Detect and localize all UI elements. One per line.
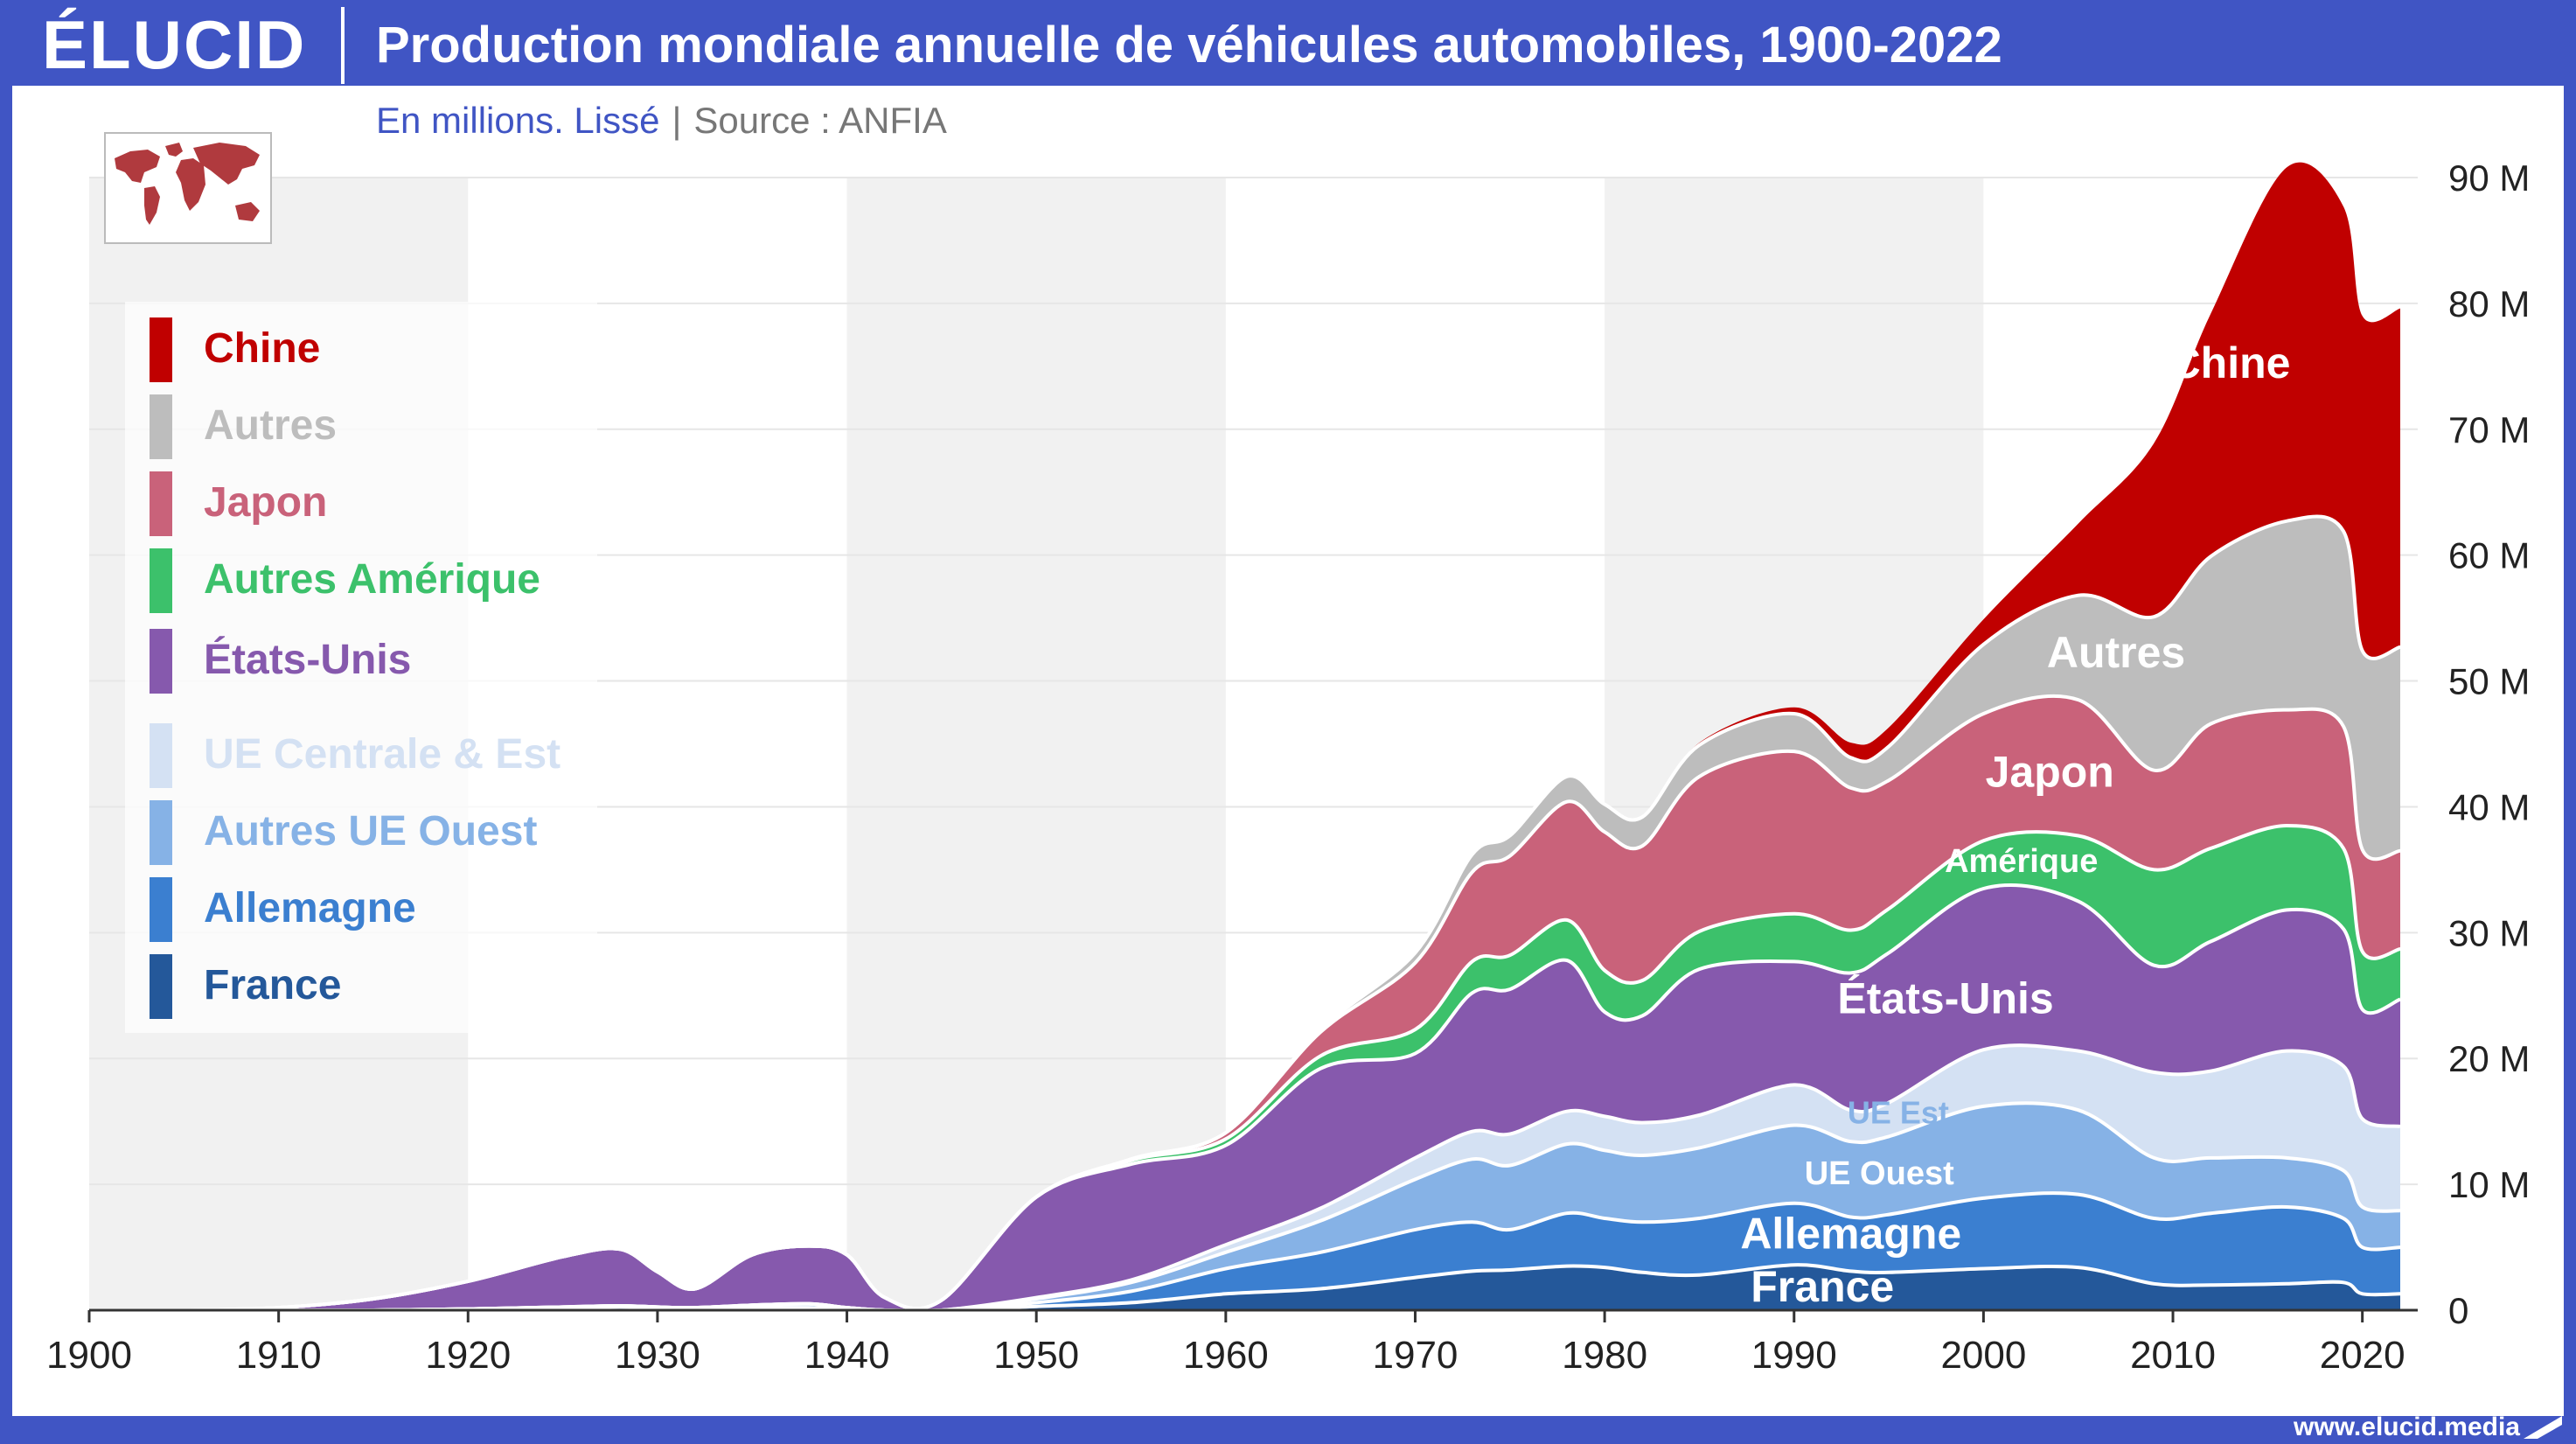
source-text: Source : ANFIA <box>693 100 947 141</box>
y-tick-label: 10 M <box>2448 1164 2530 1205</box>
x-tick-label: 2010 <box>2130 1334 2216 1377</box>
chart-title: Production mondiale annuelle de véhicule… <box>376 17 2002 73</box>
legend-label: Japon <box>204 479 328 526</box>
y-tick-label: 50 M <box>2448 661 2530 702</box>
legend-label: UE Centrale & Est <box>204 731 561 778</box>
x-tick-label: 1970 <box>1373 1334 1459 1377</box>
legend-label: Allemagne <box>204 885 416 931</box>
x-tick-label: 1930 <box>615 1334 700 1377</box>
x-tick-label: 1910 <box>236 1334 322 1377</box>
legend-label: France <box>204 962 342 1008</box>
y-tick-label: 60 M <box>2448 535 2530 576</box>
legend-swatch <box>150 877 172 942</box>
y-axis: 0 10 M 20 M 30 M 40 M 50 M 60 M 70 M 80 M 90 M <box>2448 157 2530 1331</box>
x-tick-label: 2000 <box>1940 1334 2026 1377</box>
area-label: Japon <box>1986 748 2114 797</box>
x-tick-label: 1940 <box>804 1334 890 1377</box>
area-label: Autres <box>2047 628 2185 677</box>
chart-subtitle: En millions. Lissé | Source : ANFIA <box>376 98 947 143</box>
legend-swatch <box>150 723 172 788</box>
x-tick-label: 1980 <box>1562 1334 1647 1377</box>
area-label: États-Unis <box>1837 974 2053 1023</box>
legend-label: États-Unis <box>204 637 412 683</box>
legend-label: Autres UE Ouest <box>204 808 538 855</box>
logo-divider <box>341 7 345 84</box>
world-map-icon <box>104 132 272 244</box>
area-label: France <box>1751 1262 1894 1311</box>
legend: Chine Autres Japon Autres Amérique États… <box>125 302 597 1033</box>
subtitle-text: En millions. Lissé <box>376 100 660 141</box>
area-autres-ue-ouest <box>89 1103 2400 1312</box>
x-tick-label: 1920 <box>425 1334 511 1377</box>
area-autres-am-rique <box>89 826 2400 1311</box>
legend-swatch <box>150 629 172 694</box>
area-label: Amérique <box>1945 843 2098 880</box>
area--tats-unis <box>89 884 2400 1312</box>
x-tick-label: 1950 <box>993 1334 1079 1377</box>
x-tick-label: 1960 <box>1183 1334 1269 1377</box>
y-tick-label: 0 <box>2448 1290 2468 1331</box>
y-tick-label: 30 M <box>2448 912 2530 953</box>
area-ue-centrale-est <box>89 1045 2400 1312</box>
area-separator <box>88 514 2401 1313</box>
legend-label: Chine <box>204 325 321 372</box>
area-separator <box>88 1043 2401 1314</box>
area-label: UE Est <box>1848 1094 1949 1130</box>
subtitle-separator: | <box>672 100 682 141</box>
x-tick-label: 1900 <box>46 1334 132 1377</box>
legend-swatch <box>150 548 172 613</box>
y-tick-label: 70 M <box>2448 409 2530 450</box>
x-tick-label: 1990 <box>1751 1334 1837 1377</box>
legend-label: Autres <box>204 402 338 449</box>
area-labels: Chine Autres Japon Amérique États-Unis UE Est… <box>1740 338 2290 1311</box>
legend-swatch <box>150 394 172 459</box>
y-tick-label: 20 M <box>2448 1038 2530 1079</box>
legend-swatch <box>150 471 172 536</box>
area-allemagne <box>89 1193 2400 1311</box>
y-tick-label: 40 M <box>2448 786 2530 827</box>
legend-swatch <box>150 317 172 382</box>
elucid-logo: ÉLUCID <box>42 6 307 83</box>
legend-label: Autres Amérique <box>204 556 540 603</box>
area-label: UE Ouest <box>1805 1155 1954 1192</box>
legend-swatch <box>150 800 172 865</box>
decade-band <box>846 178 1226 1310</box>
x-tick-label: 2020 <box>2320 1334 2405 1377</box>
x-axis: 1900 1910 1920 1930 1940 1950 1960 1970 1980 1990… <box>46 1308 2418 1377</box>
area-france <box>89 1265 2400 1311</box>
areas <box>88 162 2401 1314</box>
y-tick-label: 90 M <box>2448 157 2530 199</box>
area-label: Allemagne <box>1740 1210 1961 1259</box>
area-japon <box>89 695 2400 1311</box>
legend-swatch <box>150 954 172 1019</box>
footer-url: www.elucid.media <box>2294 1413 2520 1441</box>
area-label: Chine <box>2169 338 2291 387</box>
y-tick-label: 80 M <box>2448 283 2530 324</box>
elucid-mark-icon <box>2524 1416 2562 1439</box>
